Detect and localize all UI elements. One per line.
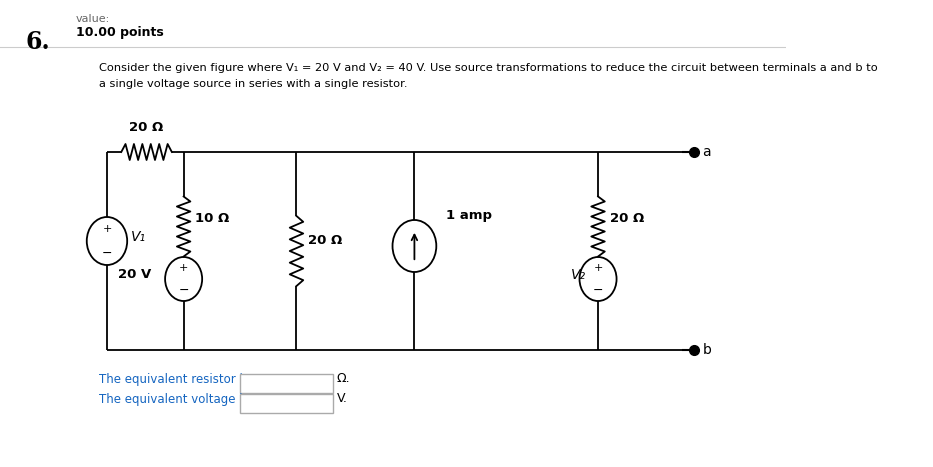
- Text: +: +: [103, 224, 112, 234]
- Text: V₂: V₂: [571, 268, 586, 282]
- Text: 20 Ω: 20 Ω: [308, 234, 342, 248]
- Text: −: −: [178, 284, 188, 297]
- Text: V₁: V₁: [131, 230, 146, 244]
- Text: Consider the given figure where V₁ = 20 V and V₂ = 40 V. Use source transformati: Consider the given figure where V₁ = 20 …: [100, 63, 878, 73]
- Text: +: +: [593, 262, 603, 273]
- Text: The equivalent voltage is: The equivalent voltage is: [100, 392, 249, 405]
- Text: b: b: [703, 343, 711, 357]
- Text: 20 Ω: 20 Ω: [610, 212, 644, 225]
- Text: 1 amp: 1 amp: [446, 210, 493, 222]
- Text: −: −: [102, 247, 112, 260]
- Text: 10 Ω: 10 Ω: [195, 212, 230, 225]
- Text: 6.: 6.: [25, 30, 49, 54]
- Text: Ω.: Ω.: [337, 373, 351, 385]
- Text: a single voltage source in series with a single resistor.: a single voltage source in series with a…: [100, 79, 408, 89]
- Text: +: +: [179, 262, 188, 273]
- Text: −: −: [592, 284, 604, 297]
- FancyBboxPatch shape: [240, 394, 333, 413]
- Text: value:: value:: [76, 14, 110, 24]
- Text: 10.00 points: 10.00 points: [76, 26, 163, 39]
- Text: 20 Ω: 20 Ω: [130, 121, 163, 134]
- Text: 20 V: 20 V: [118, 269, 152, 282]
- Text: The equivalent resistor is: The equivalent resistor is: [100, 373, 249, 385]
- FancyBboxPatch shape: [240, 374, 333, 393]
- Text: V.: V.: [337, 392, 348, 405]
- Text: a: a: [703, 145, 711, 159]
